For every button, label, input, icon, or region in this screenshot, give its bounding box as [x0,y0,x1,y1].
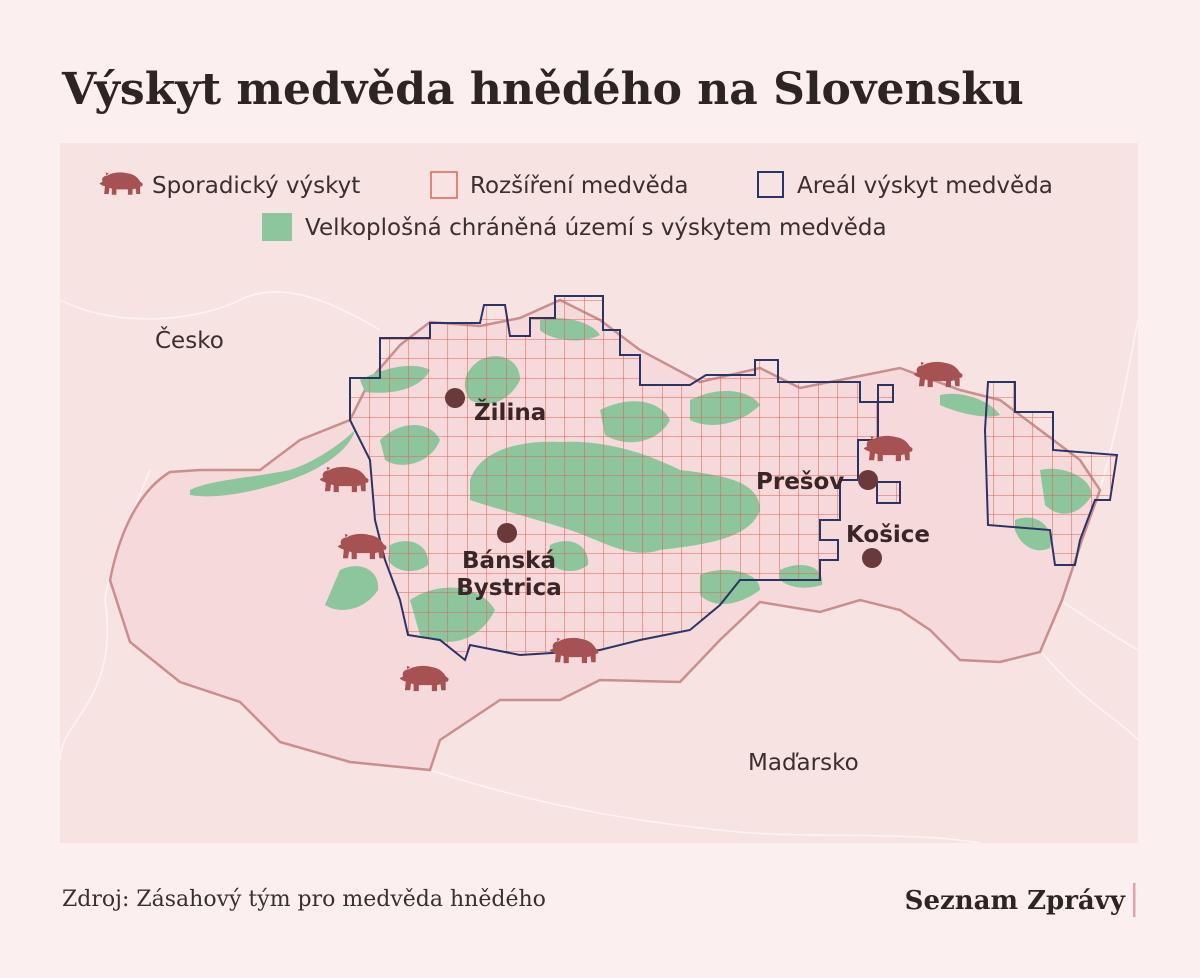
country-label: Maďarsko [748,750,859,776]
map-panel: Česko Maďarsko Žilina Bánská Bystrica Pr… [59,143,1139,844]
city-label: Bystrica [456,575,562,601]
legend: Sporadický výskyt Rozšíření medvěda Areá… [99,171,1053,241]
city-label: Žilina [474,398,546,426]
legend-label: Velkoplošná chráněná území s výskytem me… [305,215,887,241]
country-label: Česko [155,326,224,354]
city-label: Košice [846,522,930,548]
city-label: Prešov [756,469,844,495]
legend-label: Areál výskyt medvěda [797,173,1053,199]
source: Zdroj: Zásahový tým pro medvěda hnědého [62,887,546,912]
brand-bar [1133,883,1136,917]
legend-label: Sporadický výskyt [152,173,360,199]
brand: Seznam Zprávy [905,886,1126,916]
legend-label: Rozšíření medvěda [470,173,688,199]
city-label: Bánská [462,548,556,574]
title: Výskyt medvěda hnědého na Slovensku [61,64,1024,115]
